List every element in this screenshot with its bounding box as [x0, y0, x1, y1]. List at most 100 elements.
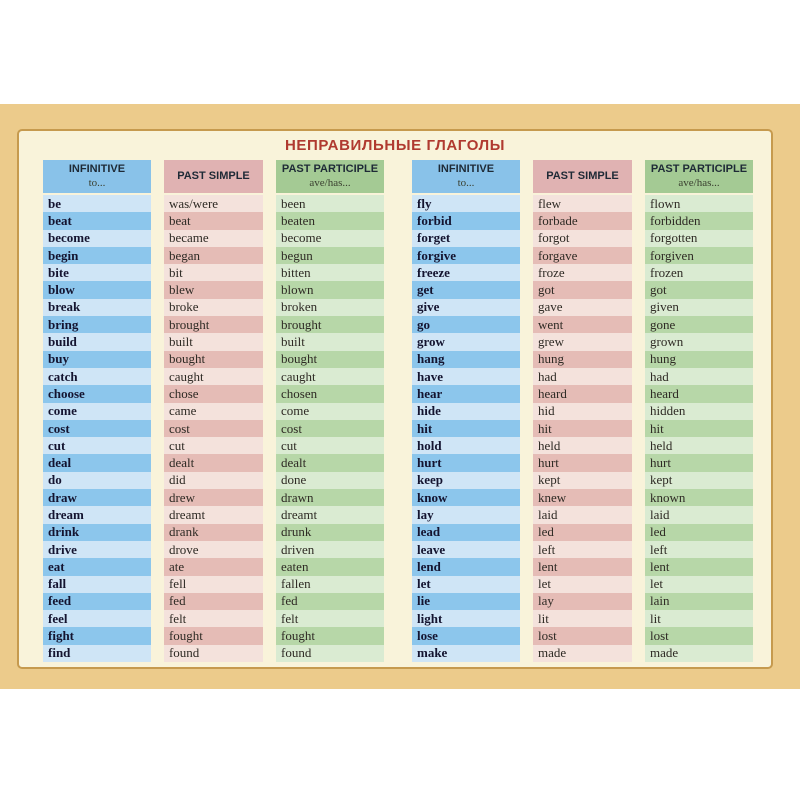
table-row: let let let [412, 575, 753, 593]
table-row: keep kept kept [412, 471, 753, 490]
cell-past-participle: found [276, 644, 384, 663]
header-infinitive: INFINITIVE to... [43, 160, 151, 193]
cell-past-participle: lent [645, 558, 753, 576]
cell-infinitive: drink [43, 523, 151, 541]
cell-infinitive: eat [43, 558, 151, 576]
cell-past-simple: knew [532, 489, 633, 507]
cell-infinitive: find [43, 644, 151, 663]
table-row: do did done [43, 471, 384, 490]
table-row: draw drew drawn [43, 489, 384, 507]
table-row: give gave given [412, 298, 753, 317]
cell-infinitive: become [43, 229, 151, 247]
verb-table-right: INFINITIVE to... PAST SIMPLE PAST PARTIC… [412, 160, 753, 663]
cell-infinitive: hold [412, 437, 520, 455]
table-row: cost cost cost [43, 419, 384, 438]
cell-past-participle: lit [645, 610, 753, 628]
cell-past-participle: forbidden [645, 212, 753, 230]
cell-past-participle: gone [645, 316, 753, 334]
table-row: hurt hurt hurt [412, 454, 753, 472]
table-row: bite bit bitten [43, 264, 384, 282]
chart-panel: НЕПРАВИЛЬНЫЕ ГЛАГОЛЫ INFINITIVE to... PA… [17, 129, 773, 669]
cell-past-simple: caught [163, 367, 264, 386]
header-past-simple-label: PAST SIMPLE [546, 169, 619, 182]
cell-infinitive: dream [43, 506, 151, 524]
cell-infinitive: keep [412, 471, 520, 490]
cell-past-simple: let [532, 575, 633, 593]
cell-past-simple: became [163, 229, 264, 247]
cell-past-simple: drew [163, 489, 264, 507]
cell-infinitive: lead [412, 523, 520, 541]
cell-past-participle: laid [645, 506, 753, 524]
cell-past-simple: hung [532, 350, 633, 368]
table-row: hit hit hit [412, 419, 753, 438]
header-past-participle-sub: ave/has... [678, 176, 720, 189]
cell-past-participle: given [645, 298, 753, 317]
cell-infinitive: come [43, 402, 151, 420]
cell-past-simple: kept [532, 471, 633, 490]
cell-infinitive: fall [43, 575, 151, 593]
table-row: get got got [412, 281, 753, 299]
cell-past-simple: hit [532, 419, 633, 438]
table-row: break broke broken [43, 298, 384, 317]
cell-past-participle: driven [276, 540, 384, 559]
cell-past-simple: cut [163, 437, 264, 455]
cell-past-participle: broken [276, 298, 384, 317]
cell-infinitive: break [43, 298, 151, 317]
table-row: deal dealt dealt [43, 454, 384, 472]
cell-past-participle: been [276, 195, 384, 213]
cell-infinitive: lose [412, 627, 520, 645]
cell-past-simple: lost [532, 627, 633, 645]
table-row: forbid forbade forbidden [412, 212, 753, 230]
table-row: drink drank drunk [43, 523, 384, 541]
cell-past-simple: fell [163, 575, 264, 593]
header-infinitive-sub: to... [457, 176, 475, 189]
cell-infinitive: cut [43, 437, 151, 455]
cell-infinitive: do [43, 471, 151, 490]
cell-infinitive: leave [412, 540, 520, 559]
cell-past-participle: lain [645, 592, 753, 611]
cell-past-participle: forgiven [645, 246, 753, 265]
cell-past-participle: grown [645, 333, 753, 351]
cell-infinitive: lay [412, 506, 520, 524]
header-infinitive-label: INFINITIVE [437, 163, 495, 176]
table-row: forgive forgave forgiven [412, 246, 753, 265]
cell-past-participle: brought [276, 316, 384, 334]
table-row: come came come [43, 402, 384, 420]
verb-table-left: INFINITIVE to... PAST SIMPLE PAST PARTIC… [43, 160, 384, 663]
table-row: feel felt felt [43, 610, 384, 628]
cell-past-simple: got [532, 281, 633, 299]
cell-infinitive: know [412, 489, 520, 507]
cell-past-simple: found [163, 644, 264, 663]
cell-past-simple: grew [532, 333, 633, 351]
cell-past-participle: become [276, 229, 384, 247]
cell-infinitive: feel [43, 610, 151, 628]
header-infinitive-sub: to... [88, 176, 106, 189]
table-header: INFINITIVE to... PAST SIMPLE PAST PARTIC… [412, 160, 753, 193]
cell-past-simple: bought [163, 350, 264, 368]
cell-past-participle: fallen [276, 575, 384, 593]
table-row: eat ate eaten [43, 558, 384, 576]
cell-past-participle: eaten [276, 558, 384, 576]
cell-past-participle: kept [645, 471, 753, 490]
table-row: be was/were been [43, 195, 384, 213]
cell-past-participle: fed [276, 592, 384, 611]
cell-past-participle: hit [645, 419, 753, 438]
cell-infinitive: let [412, 575, 520, 593]
cell-past-participle: blown [276, 281, 384, 299]
table-row: begin began begun [43, 246, 384, 265]
cell-past-participle: made [645, 644, 753, 663]
cell-past-simple: heard [532, 385, 633, 403]
cell-past-participle: flown [645, 195, 753, 213]
cell-infinitive: choose [43, 385, 151, 403]
cell-infinitive: have [412, 367, 520, 386]
cell-infinitive: catch [43, 367, 151, 386]
cell-past-simple: forbade [532, 212, 633, 230]
cell-past-participle: felt [276, 610, 384, 628]
cell-infinitive: forgive [412, 246, 520, 265]
cell-past-simple: held [532, 437, 633, 455]
table-row: find found found [43, 644, 384, 663]
cell-past-participle: caught [276, 367, 384, 386]
table-row: beat beat beaten [43, 212, 384, 230]
cell-past-simple: cost [163, 419, 264, 438]
cell-infinitive: lie [412, 592, 520, 611]
